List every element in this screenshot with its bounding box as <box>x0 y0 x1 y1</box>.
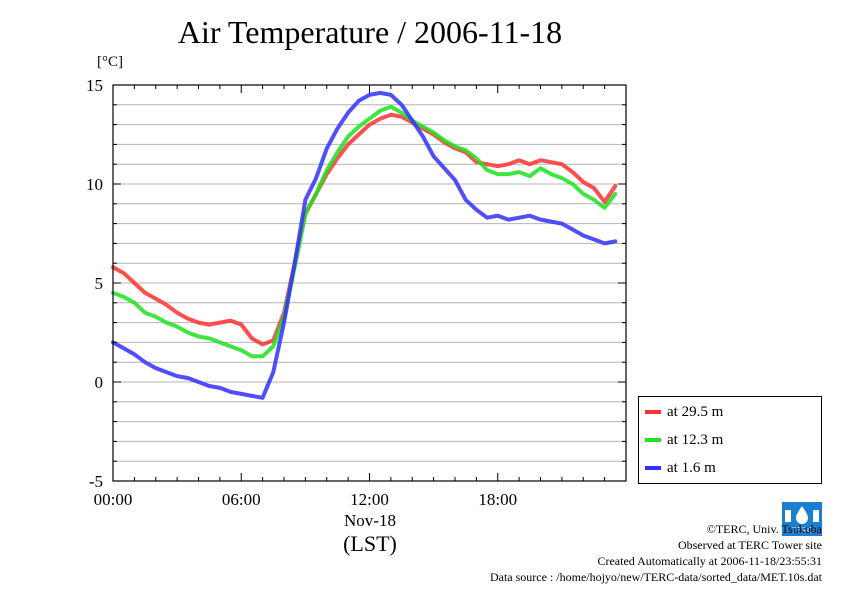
series-line-0 <box>111 112 618 347</box>
y-tick-label: 0 <box>95 373 104 392</box>
logo-text: TERC <box>791 526 813 535</box>
legend-label: at 1.6 m <box>667 459 716 476</box>
observed-text: Observed at TERC Tower site <box>677 538 822 552</box>
y-tick-label: 5 <box>95 274 104 293</box>
series-lines <box>111 90 618 400</box>
legend-label: at 12.3 m <box>667 431 724 448</box>
legend-item-1-6m: at 1.6 m <box>645 457 716 479</box>
legend-item-29-5m: at 29.5 m <box>645 401 723 423</box>
terc-logo-icon: TERC <box>782 502 822 536</box>
legend-item-12-3m: at 12.3 m <box>645 429 723 451</box>
legend-swatch-blue <box>645 466 661 470</box>
y-tick-label: 10 <box>86 175 103 194</box>
x-axis-label: (LST) <box>343 531 397 556</box>
copyright-text: ©TERC, Univ. Tsukuba <box>706 522 822 536</box>
chart-title: Air Temperature / 2006-11-18 <box>177 14 563 50</box>
grid <box>113 84 626 482</box>
legend-label: at 29.5 m <box>667 403 724 420</box>
series-line-2 <box>111 90 618 400</box>
y-tick-label: -5 <box>89 472 103 491</box>
x-tick-label: 00:00 <box>94 490 133 509</box>
x-tick-label: 18:00 <box>478 490 517 509</box>
credits: ©TERC, Univ. Tsukuba Observed at TERC To… <box>490 521 822 585</box>
x-tick-label: 06:00 <box>222 490 261 509</box>
x-axis-date-label: Nov-18 <box>344 511 396 530</box>
series-line-1 <box>111 104 618 359</box>
y-axis: -5 0 5 10 15 <box>86 76 626 491</box>
source-text: Data source : /home/hojyo/new/TERC-data/… <box>489 570 822 584</box>
created-text: Created Automatically at 2006-11-18/23:5… <box>597 554 822 568</box>
legend-swatch-red <box>645 410 661 414</box>
y-axis-unit: [°C] <box>97 54 123 70</box>
y-tick-label: 15 <box>86 76 103 95</box>
x-tick-label: 12:00 <box>350 490 389 509</box>
x-axis: 00:00 06:00 12:00 18:00 <box>94 85 627 509</box>
legend-swatch-green <box>645 438 661 442</box>
legend: at 29.5 m at 12.3 m at 1.6 m <box>638 396 822 484</box>
